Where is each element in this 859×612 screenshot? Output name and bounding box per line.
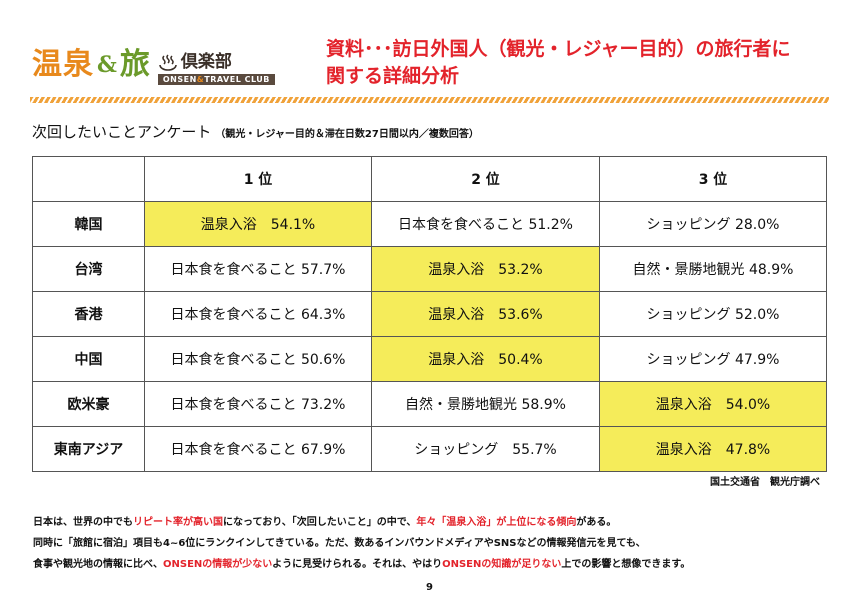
page-title-line2: 関する詳細分析: [326, 65, 460, 87]
rank-cell: 温泉入浴 53.2%: [371, 246, 600, 292]
rank-cell: 温泉入浴 54.0%: [599, 381, 827, 427]
rank-cell: 温泉入浴 47.8%: [599, 426, 827, 472]
survey-title: 次回したいことアンケート （観光・レジャー目的＆滞在日数27日間以内／複数回答）: [32, 121, 479, 142]
rank-cell: 自然・景勝地観光 58.9%: [371, 381, 600, 427]
notes-line-1: 日本は、世界の中でもリピート率が高い国になっており、「次回したいこと」の中で、年…: [33, 517, 617, 528]
onsen-mark-icon: [159, 53, 177, 71]
rank-cell: 日本食を食べること 73.2%: [144, 381, 372, 427]
survey-title-main: 次回したいことアンケート: [32, 123, 212, 141]
logo-club-jp: 倶楽部: [180, 52, 232, 72]
rank-cell: 日本食を食べること 67.9%: [144, 426, 372, 472]
onsen-travel-club-logo: 温泉 & 旅 倶楽部 ONSEN&TRAVEL CLUB: [32, 42, 275, 88]
rank-cell: ショッピング 55.7%: [371, 426, 600, 472]
rank-cell: 自然・景勝地観光 48.9%: [599, 246, 827, 292]
country-cell: 欧米豪: [32, 381, 145, 427]
page-title: 資料･･･訪日外国人（観光・レジャー目的）の旅行者に 関する詳細分析: [326, 36, 826, 90]
rank-cell: ショッピング 52.0%: [599, 291, 827, 337]
header-divider: [30, 97, 829, 103]
ranking-table: 1 位 2 位 3 位 韓国 温泉入浴 54.1% 日本食を食べること 51.2…: [32, 156, 827, 472]
notes-line-2: 同時に「旅館に宿泊」項目も4~6位にランクインしてきている。ただ、数あるインバウ…: [33, 538, 646, 549]
table-row: 中国 日本食を食べること 50.6% 温泉入浴 50.4% ショッピング 47.…: [32, 336, 827, 382]
table-row: 台湾 日本食を食べること 57.7% 温泉入浴 53.2% 自然・景勝地観光 4…: [32, 246, 827, 292]
rank-cell: 日本食を食べること 51.2%: [371, 201, 600, 247]
table-header-cell: 1 位: [144, 156, 372, 202]
table-header-cell: [32, 156, 145, 202]
table-row: 欧米豪 日本食を食べること 73.2% 自然・景勝地観光 58.9% 温泉入浴 …: [32, 381, 827, 427]
rank-cell: 温泉入浴 53.6%: [371, 291, 600, 337]
rank-cell: 日本食を食べること 57.7%: [144, 246, 372, 292]
analysis-notes: 日本は、世界の中でもリピート率が高い国になっており、「次回したいこと」の中で、年…: [33, 512, 833, 575]
country-cell: 韓国: [32, 201, 145, 247]
source-note: 国土交通省 観光庁調べ: [710, 477, 820, 488]
table-row: 韓国 温泉入浴 54.1% 日本食を食べること 51.2% ショッピング 28.…: [32, 201, 827, 247]
rank-cell: 温泉入浴 54.1%: [144, 201, 372, 247]
table-row: 香港 日本食を食べること 64.3% 温泉入浴 53.6% ショッピング 52.…: [32, 291, 827, 337]
table-row: 東南アジア 日本食を食べること 67.9% ショッピング 55.7% 温泉入浴 …: [32, 426, 827, 472]
logo-club-en: ONSEN&TRAVEL CLUB: [157, 74, 275, 85]
rank-cell: ショッピング 47.9%: [599, 336, 827, 382]
rank-cell: 温泉入浴 50.4%: [371, 336, 600, 382]
table-header-cell: 3 位: [599, 156, 827, 202]
country-cell: 東南アジア: [32, 426, 145, 472]
country-cell: 香港: [32, 291, 145, 337]
rank-cell: 日本食を食べること 64.3%: [144, 291, 372, 337]
country-cell: 中国: [32, 336, 145, 382]
logo-tabi-text: 旅: [119, 47, 150, 82]
page-title-line1: 資料･･･訪日外国人（観光・レジャー目的）の旅行者に: [326, 38, 791, 60]
survey-title-sub: （観光・レジャー目的＆滞在日数27日間以内／複数回答）: [215, 129, 479, 140]
table-header-row: 1 位 2 位 3 位: [32, 156, 827, 202]
rank-cell: 日本食を食べること 50.6%: [144, 336, 372, 382]
page-header: 温泉 & 旅 倶楽部 ONSEN&TRAVEL CLUB 資料･･･訪日外国人（…: [0, 0, 859, 100]
table-header-cell: 2 位: [371, 156, 600, 202]
logo-amp-text: &: [97, 52, 117, 78]
notes-line-3: 食事や観光地の情報に比べ、ONSENの情報が少ないように見受けられる。それは、や…: [33, 559, 691, 570]
page-number: 9: [426, 582, 433, 593]
country-cell: 台湾: [32, 246, 145, 292]
logo-onsen-text: 温泉: [32, 47, 94, 82]
rank-cell: ショッピング 28.0%: [599, 201, 827, 247]
logo-club-block: 倶楽部 ONSEN&TRAVEL CLUB: [157, 42, 275, 88]
